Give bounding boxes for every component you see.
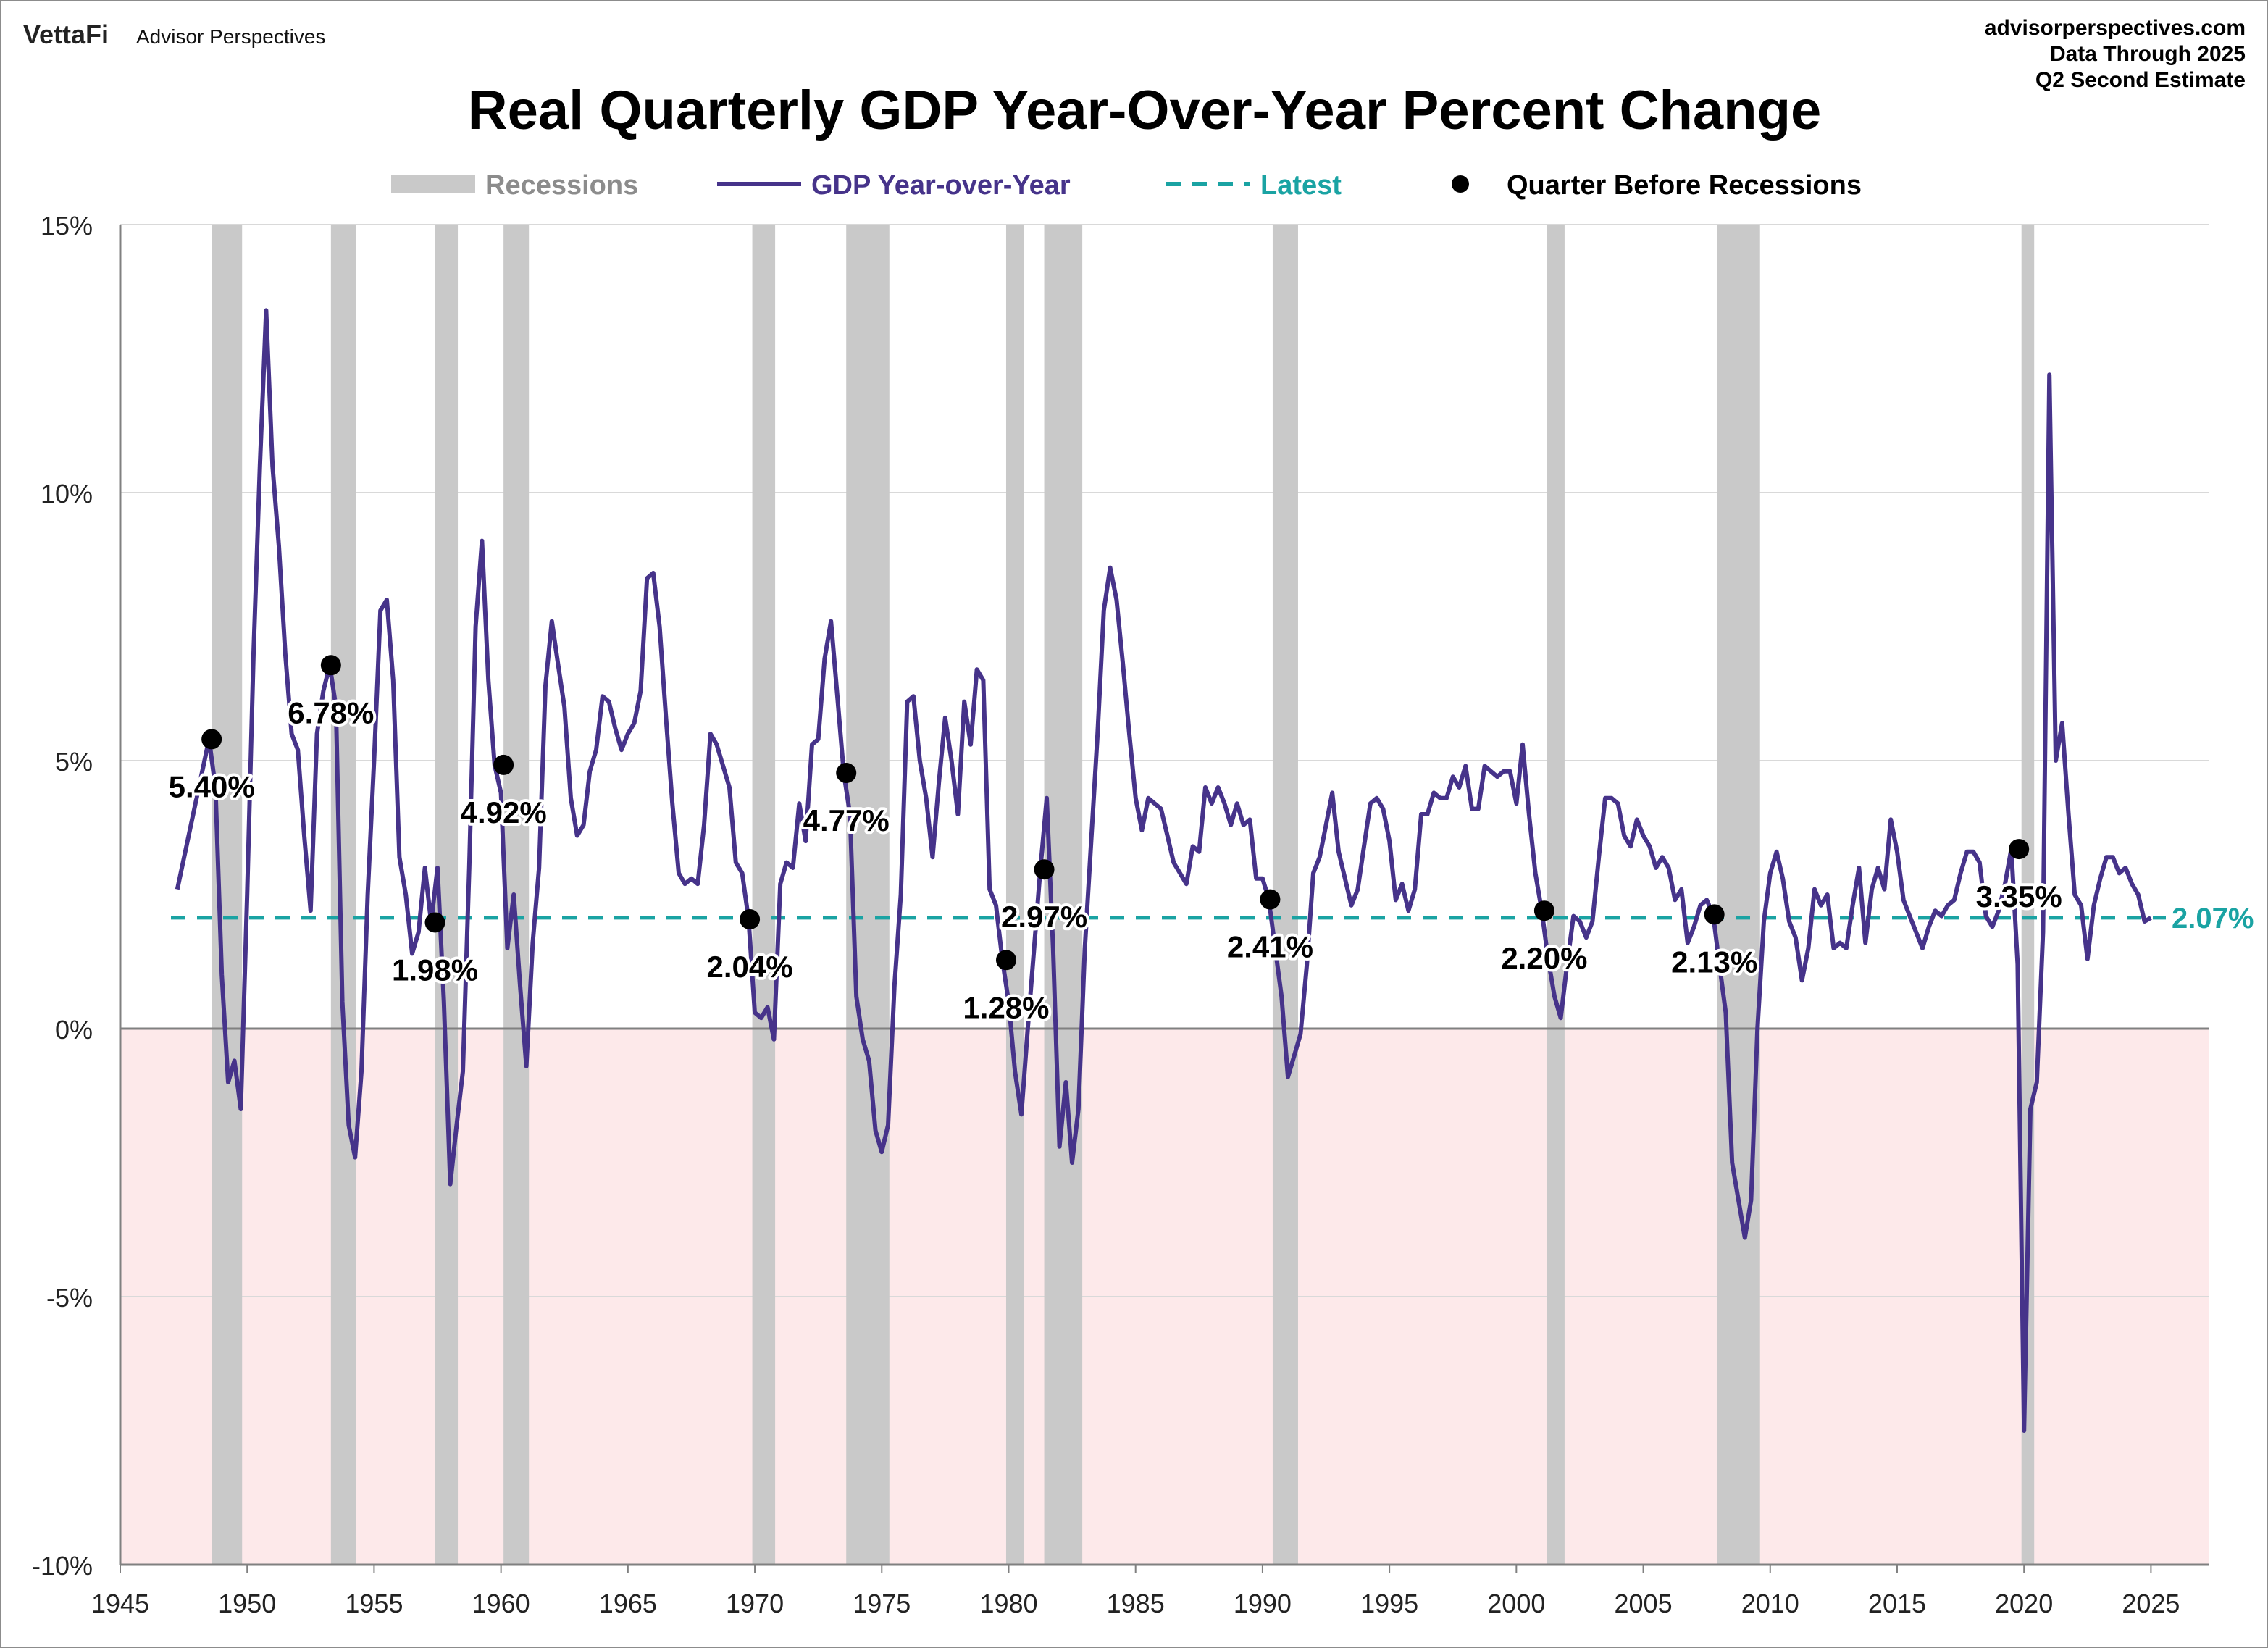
quarter-before-recession-label: 5.40% — [169, 769, 255, 803]
y-tick-label: 10% — [41, 479, 93, 509]
x-tick-label: 2010 — [1741, 1589, 1799, 1618]
data-through: Data Through 2025 — [2050, 42, 2246, 66]
quarter-before-recession-label: 2.41% — [1227, 930, 1313, 964]
recession-band — [212, 225, 243, 1565]
legend-item-dot: Quarter Before Recessions — [1452, 170, 1862, 201]
legend-swatch-recession — [391, 175, 475, 193]
y-tick-label: -10% — [32, 1551, 93, 1581]
x-tick-label: 2020 — [1995, 1589, 2053, 1618]
quarter-before-recession-label: 2.20% — [1501, 941, 1587, 975]
legend-swatch-dot — [1452, 175, 1469, 193]
recession-band — [503, 225, 530, 1565]
brand-name: Advisor Perspectives — [136, 25, 325, 48]
x-tick-label: 1985 — [1107, 1589, 1165, 1618]
y-tick-label: 5% — [55, 747, 93, 777]
quarter-before-recession-label: 2.97% — [1001, 900, 1087, 934]
x-tick-label: 1995 — [1360, 1589, 1418, 1618]
y-tick-label: 0% — [55, 1015, 93, 1045]
x-tick-label: 1970 — [726, 1589, 784, 1618]
site-url: advisorperspectives.com — [1985, 16, 2246, 40]
recession-band — [1005, 225, 1024, 1565]
quarter-before-recession-label: 4.77% — [803, 803, 890, 837]
x-tick-label: 2005 — [1615, 1589, 1673, 1618]
x-tick-label: 2015 — [1868, 1589, 1926, 1618]
quarter-before-recession-label: 1.28% — [963, 990, 1049, 1024]
x-tick-label: 1980 — [979, 1589, 1037, 1618]
quarter-before-recession-dot — [740, 909, 761, 930]
quarter-before-recession-label: 3.35% — [1976, 879, 2062, 913]
y-tick-label: -5% — [46, 1283, 93, 1313]
quarter-before-recession-dot — [493, 754, 514, 775]
legend-item-band: Recessions — [391, 170, 638, 201]
x-tick-label: 1990 — [1234, 1589, 1292, 1618]
chart-title: Real Quarterly GDP Year-Over-Year Percen… — [468, 80, 1822, 141]
recession-band — [1547, 225, 1565, 1565]
quarter-before-recession-dot — [1533, 900, 1554, 921]
latest-label: 2.07% — [2172, 903, 2254, 934]
logo: VettaFi — [23, 20, 109, 49]
x-tick-label: 2025 — [2122, 1589, 2180, 1618]
gdp-yoy-line — [175, 308, 2152, 1433]
y-tick-label: 15% — [41, 211, 93, 240]
quarter-before-recession-dot — [1704, 904, 1725, 925]
quarter-before-recession-dot — [1034, 859, 1055, 880]
legend-item-dash: Latest — [1166, 170, 1342, 201]
x-tick-label: 1975 — [853, 1589, 911, 1618]
quarter-before-recession-label: 1.98% — [392, 953, 478, 987]
recession-band — [1717, 225, 1760, 1565]
plot-area: 15% 10% 5% 0% -5% -10% 1945 1950 1955 1960 1965 197… — [32, 211, 2256, 1618]
legend-item-line: GDP Year-over-Year — [717, 170, 1071, 201]
recession-band — [2021, 225, 2035, 1565]
recession-band — [752, 225, 776, 1565]
quarter-before-recession-label: 4.92% — [461, 795, 547, 829]
x-tick-label: 2000 — [1487, 1589, 1545, 1618]
legend-label: Latest — [1260, 170, 1342, 201]
quarter-before-recession-dot — [320, 655, 341, 676]
legend-label: GDP Year-over-Year — [811, 170, 1071, 201]
quarter-before-recession-dot — [836, 763, 857, 784]
legend-label: Recessions — [485, 170, 638, 201]
x-tick-label: 1960 — [472, 1589, 530, 1618]
x-tick-label: 1950 — [218, 1589, 276, 1618]
quarter-before-recession-dot — [424, 912, 445, 933]
quarter-before-recession-label: 6.78% — [288, 695, 374, 729]
quarter-before-recession-label: 2.04% — [707, 950, 793, 984]
x-tick-label: 1955 — [345, 1589, 403, 1618]
legend-label: Quarter Before Recessions — [1507, 170, 1862, 201]
estimate-note: Q2 Second Estimate — [2035, 68, 2246, 92]
quarter-before-recession-dot — [1260, 889, 1281, 910]
quarter-before-recession-dot — [995, 950, 1016, 971]
quarter-before-recession-dot — [201, 729, 222, 750]
quarter-before-recession-dot — [2009, 839, 2030, 860]
recession-band — [330, 225, 356, 1565]
x-tick-label: 1965 — [599, 1589, 657, 1618]
quarter-before-recession-label: 2.13% — [1671, 945, 1757, 979]
legend: Recessions GDP Year-over-Year Latest Quarte… — [391, 170, 1862, 201]
x-tick-label: 1945 — [91, 1589, 149, 1618]
